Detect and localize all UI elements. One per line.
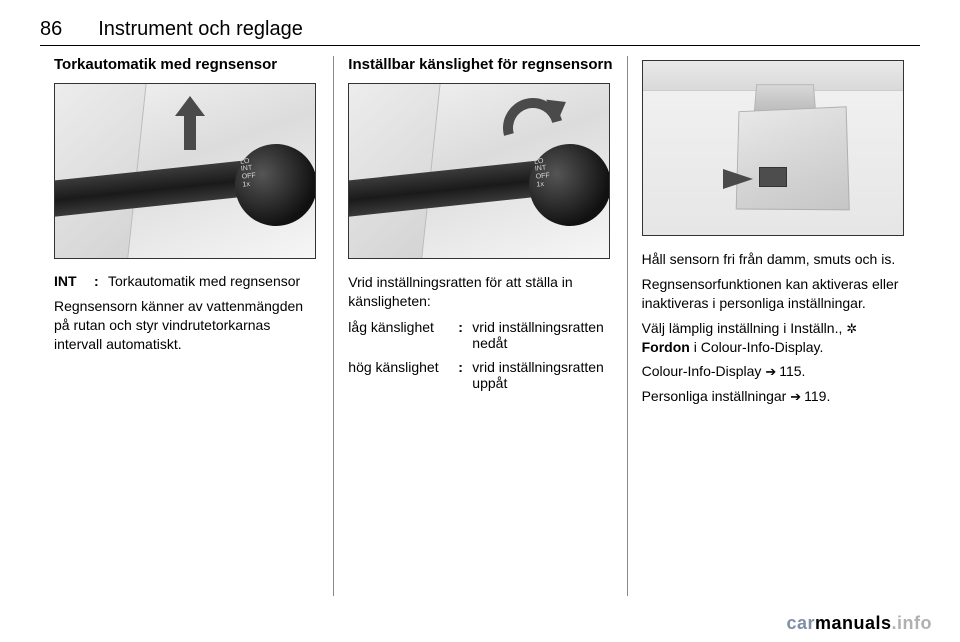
col3-figure [642,60,904,236]
row-value: vrid inställnings­ratten uppåt [472,359,612,391]
row-label: låg känslighet [348,319,458,351]
xref-icon: ➔ [790,388,801,406]
page: 86 Instrument och reglage Torkautomatik … [0,0,960,596]
up-arrow-stem [184,114,196,150]
col2-figure: HI LO INT OFF 1x [348,83,610,259]
column-2: Inställbar känslighet för regnsensorn HI… [333,56,626,596]
page-header: 86 Instrument och reglage [40,18,920,46]
col2-intro: Vrid inställningsratten för att ställa i… [348,273,612,311]
col2-row-high: hög känslighet : vrid inställnings­ratte… [348,359,612,391]
p3-bold: Fordon [642,339,690,355]
pointer-arrow-icon [723,169,753,189]
col3-p3: Välj lämplig inställning i Inställn., ✲ … [642,319,906,357]
row-colon: : [458,359,472,391]
column-3: Håll sensorn fri från damm, smuts och is… [627,56,920,596]
wm-manuals: manuals [815,613,892,633]
page-number: 86 [40,18,62,41]
settings-icon: ✲ [846,321,857,336]
col2-heading: Inställbar känslighet för regnsensorn [348,56,612,73]
sensor-housing [735,106,849,210]
col2-row-low: låg känslighet : vrid inställnings­ratte… [348,319,612,351]
row-colon: : [458,319,472,351]
cross-reference: ➔ 115. [765,362,805,381]
row-value: vrid inställnings­ratten nedåt [472,319,612,351]
header-title: Instrument och reglage [98,18,303,41]
cross-reference: ➔ 119. [790,387,830,406]
rotation-arrow-icon [499,94,569,144]
xref-page: 119 [804,387,826,406]
def-colon: : [94,273,108,289]
footer-watermark: carmanuals.info [786,613,932,634]
col3-p4: Colour-Info-Display ➔ 115. [642,362,906,381]
col1-body: Regnsensorn känner av vatten­mängden på … [54,297,319,354]
row-label: hög känslighet [348,359,458,391]
col3-p5: Personliga inställningar ➔ 119. [642,387,906,406]
col3-p2: Regnsensorfunktionen kan aktiveras eller… [642,275,906,313]
up-arrow-icon [175,96,205,150]
col3-p1: Håll sensorn fri från damm, smuts och is… [642,250,906,269]
col1-figure: HI LO INT OFF 1x [54,83,316,259]
p4-text: Colour-Info-Display [642,363,766,379]
up-arrow-head [175,96,205,116]
p3-prefix: Välj lämplig inställning i Inställn., [642,320,847,336]
wm-info: .info [892,613,933,633]
p5-text: Personliga inställningar [642,388,791,404]
xref-page: 115 [779,362,801,381]
def-value: Torkautomatik med regn­sensor [108,273,319,289]
p3-suffix: i Colour-Info-Display. [690,339,824,355]
col1-definition: INT : Torkautomatik med regn­sensor [54,273,319,289]
sensor-window [759,167,787,187]
def-label: INT [54,273,94,289]
col1-heading: Torkautomatik med regnsensor [54,56,319,73]
xref-icon: ➔ [765,363,776,381]
column-1: Torkautomatik med regnsensor HI LO INT O… [40,56,333,596]
wm-car: car [786,613,815,633]
columns: Torkautomatik med regnsensor HI LO INT O… [40,56,920,596]
